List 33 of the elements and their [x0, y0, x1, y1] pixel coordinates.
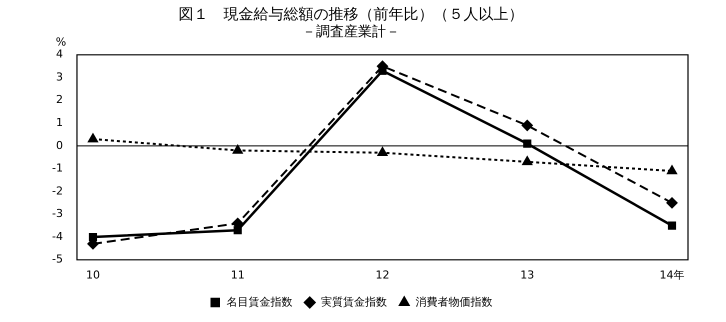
point: [522, 156, 532, 166]
chart-subtitle: －調査産業計－: [302, 24, 400, 40]
y-axis-title: %: [56, 36, 66, 49]
point: [232, 144, 243, 154]
y-tick-label: -3: [52, 207, 63, 220]
x-tick-label: 14年: [660, 268, 684, 282]
y-tick-label: 3: [56, 70, 63, 84]
point: [522, 120, 533, 131]
y-tick-label: -1: [52, 162, 63, 175]
point: [667, 165, 677, 174]
y-tick-label: 2: [56, 93, 63, 106]
point: [668, 222, 676, 230]
legend-label: 名目賃金指数: [226, 295, 292, 308]
x-tick-label: 11: [230, 268, 245, 282]
point: [378, 66, 387, 75]
point: [523, 140, 532, 148]
legend-label: 消費者物価指数: [415, 295, 492, 308]
y-tick-label: -2: [52, 184, 63, 198]
x-tick-label: 13: [520, 268, 534, 282]
x-tick-label: 10: [86, 268, 100, 282]
y-tick-label: 0: [56, 138, 63, 152]
point: [234, 226, 242, 234]
legend-label: 実質賃金指数: [320, 295, 387, 308]
point: [666, 197, 678, 208]
y-tick-label: -4: [52, 230, 63, 243]
x-tick-label: 12: [375, 268, 390, 282]
point: [378, 147, 388, 156]
y-tick-label: 1: [56, 116, 63, 129]
chart-title: 図１ 現金給与総額の推移（前年比）（５人以上）: [178, 4, 524, 23]
y-tick-label: 4: [56, 48, 63, 61]
y-tick-label: -5: [52, 252, 63, 266]
point: [88, 232, 98, 242]
point: [88, 134, 98, 142]
